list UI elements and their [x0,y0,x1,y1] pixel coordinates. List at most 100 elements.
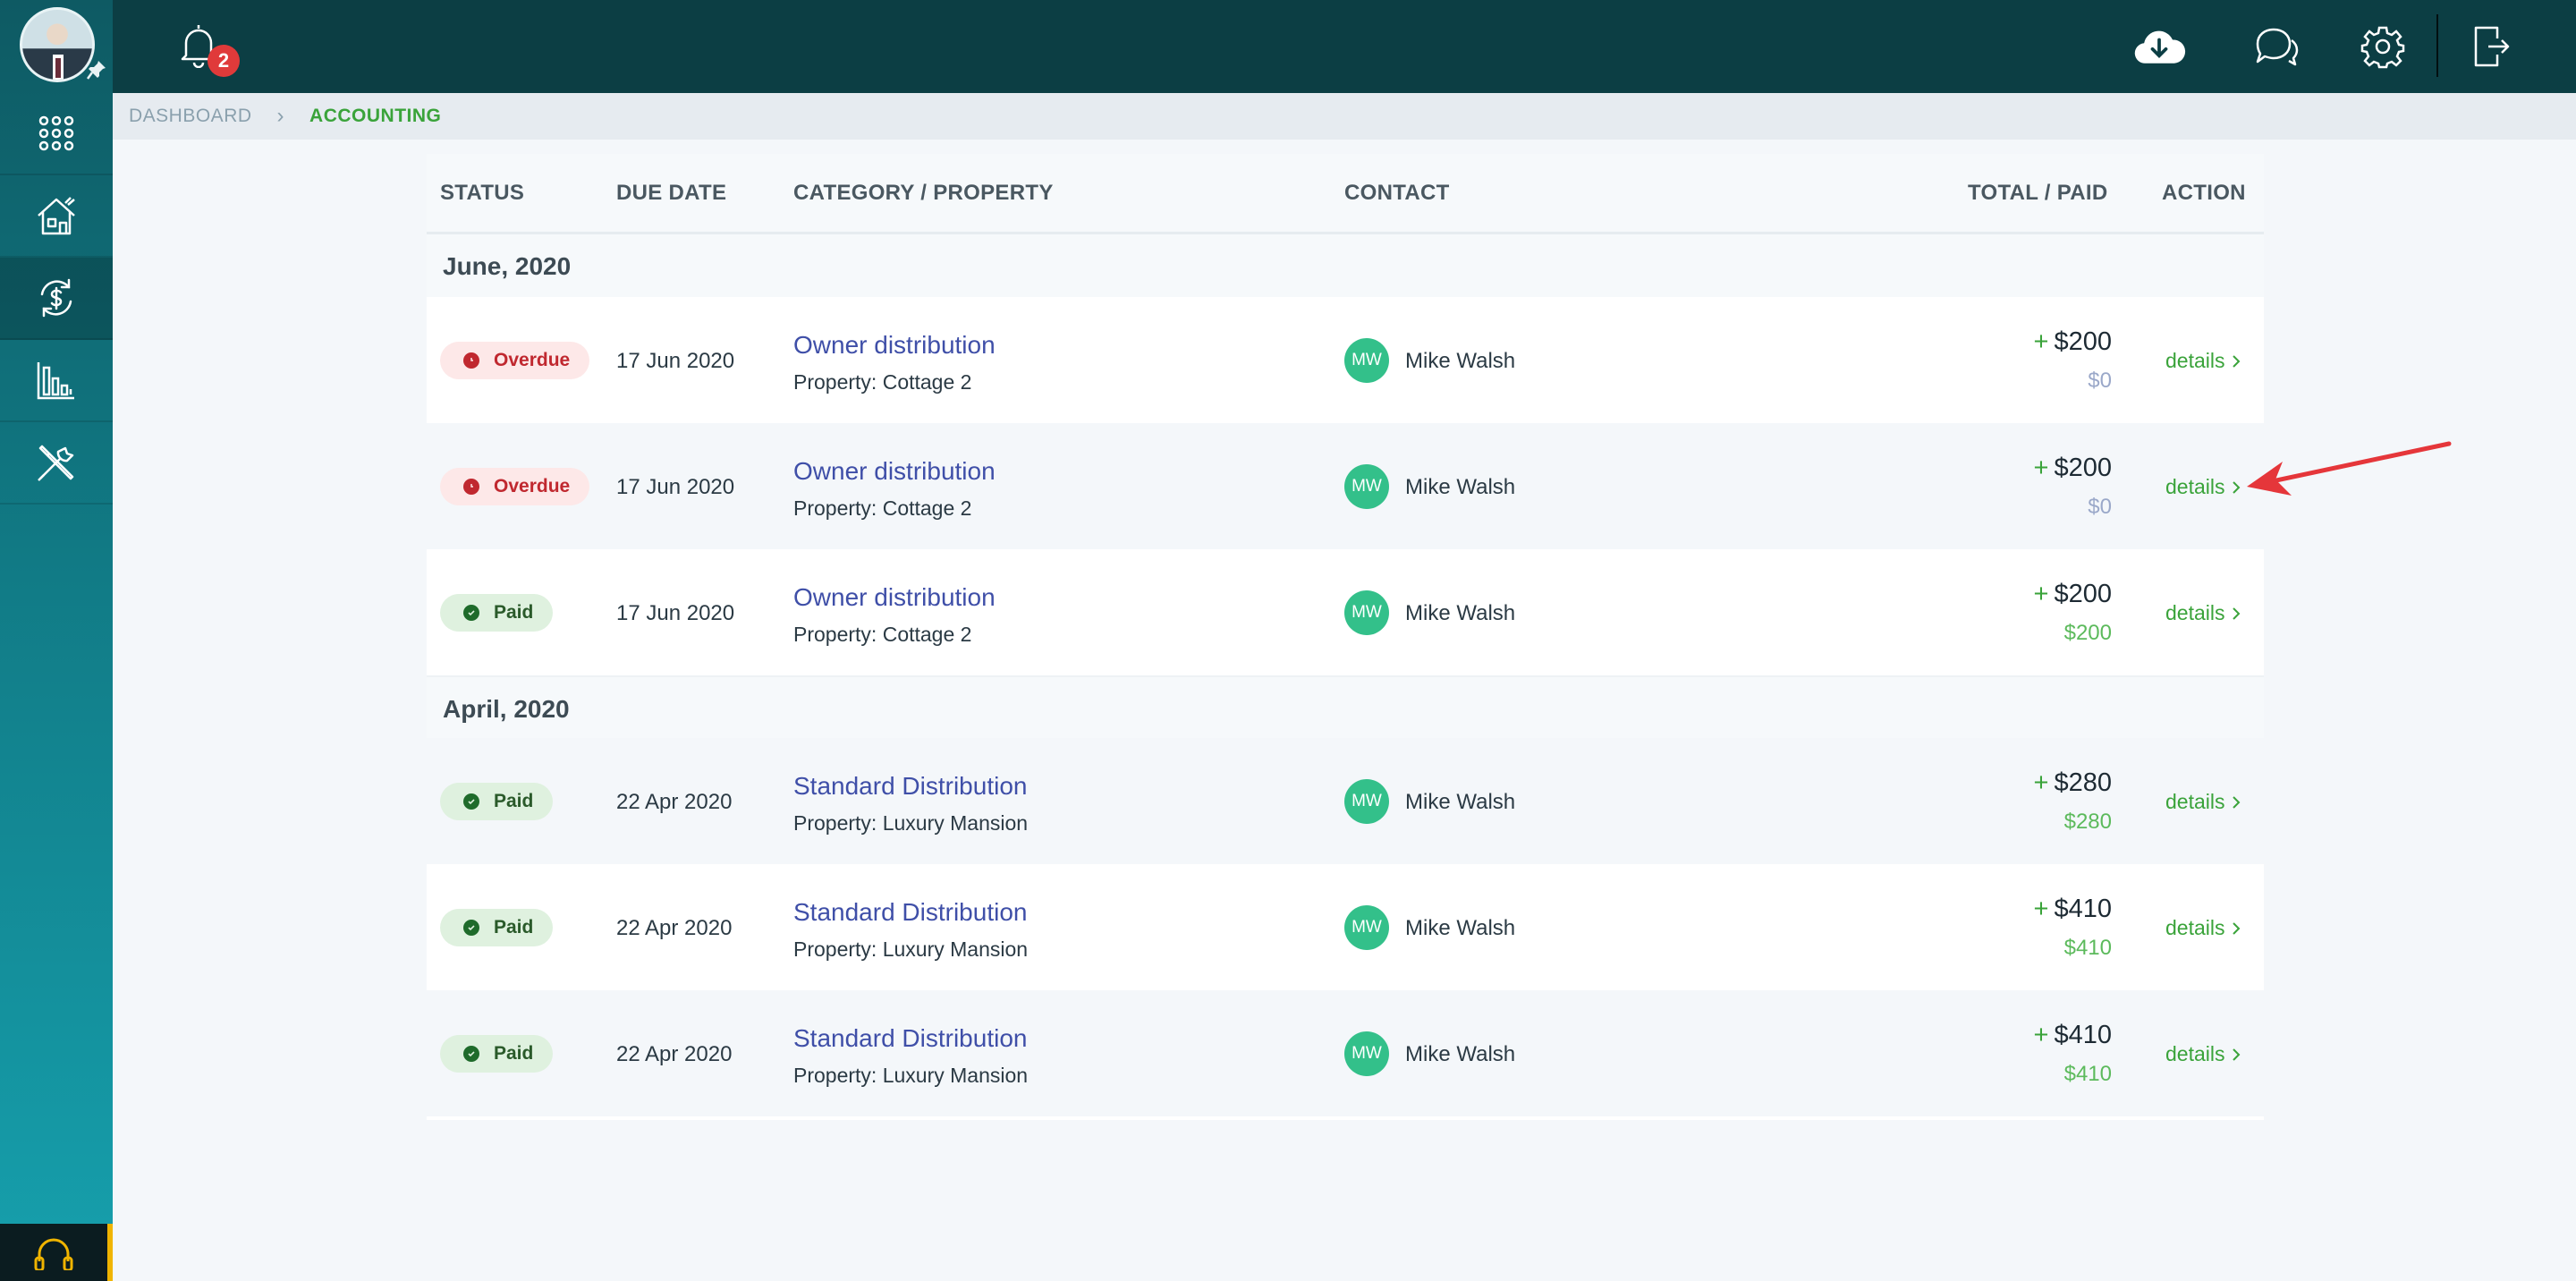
accounting-icon [40,278,72,318]
sidebar-item-tools[interactable] [0,422,113,505]
category-link[interactable]: Owner distribution [793,457,996,485]
total-value: $410 [2054,895,2112,923]
table-row: Paid 22 Apr 2020 Standard Distribution P… [427,864,2264,990]
details-link[interactable]: details [2165,349,2241,373]
sidebar-item-properties[interactable] [0,175,113,258]
category-link[interactable]: Owner distribution [793,583,996,611]
logout-button[interactable] [2465,21,2519,72]
total-amount: + $410 [2034,1021,2112,1050]
group-label: June, 2020 [443,252,572,280]
table-row: Overdue 17 Jun 2020 Owner distribution P… [427,423,2264,549]
plus-sign: + [2033,768,2049,797]
check-icon [463,920,479,936]
details-link[interactable]: details [2165,790,2241,814]
table-row: Paid 22 Apr 2020 Standard Distribution P… [427,738,2264,864]
table-row: Paid 17 Jun 2020 Owner distribution Prop… [427,549,2264,675]
paid-amount: $200 [2063,621,2112,645]
check-icon [463,605,479,621]
details-link[interactable]: details [2165,475,2241,499]
sidebar-item-accounting[interactable] [0,258,113,340]
header-status: STATUS [440,181,525,205]
chevron-right-icon [2233,795,2241,809]
chevron-right-icon: › [276,104,285,128]
property-label: Property: Cottage 2 [793,623,972,646]
category-link[interactable]: Owner distribution [793,331,996,359]
status-label: Paid [494,791,534,811]
contact-avatar: MW [1344,590,1389,635]
contact-avatar: MW [1344,905,1389,950]
due-date: 22 Apr 2020 [616,1042,733,1066]
table-row: Overdue 17 Jun 2020 Owner distribution P… [427,297,2264,423]
category-link[interactable]: Standard Distribution [793,898,1028,926]
contact-name: Mike Walsh [1405,916,1516,940]
top-bar: 2 [113,0,2576,93]
total-value: $200 [2054,454,2112,482]
cloud-download-icon [2134,30,2186,64]
chevron-right-icon [2233,921,2241,935]
plus-sign: + [2033,1021,2049,1049]
due-date: 17 Jun 2020 [616,601,735,625]
status-label: Overdue [494,350,571,370]
category-link[interactable]: Standard Distribution [793,772,1028,800]
paid-amount: $0 [2088,495,2112,519]
details-label: details [2165,1042,2225,1065]
breadcrumb-accounting: ACCOUNTING [309,106,442,126]
check-icon [463,1046,479,1062]
total-amount: + $280 [2034,768,2112,798]
property-label: Property: Cottage 2 [793,370,972,394]
pin-icon[interactable] [86,59,107,81]
status-badge: Overdue [440,468,590,505]
clock-icon [463,352,479,369]
paid-amount: $0 [2088,369,2112,393]
house-icon [38,197,75,235]
header-action: ACTION [2162,181,2246,205]
contact-avatar: MW [1344,1031,1389,1076]
total-value: $200 [2054,327,2112,356]
contact-name: Mike Walsh [1405,790,1516,814]
details-link[interactable]: details [2165,916,2241,940]
contact-name: Mike Walsh [1405,475,1516,499]
due-date: 17 Jun 2020 [616,349,735,373]
sidebar-item-reports[interactable] [0,340,113,422]
details-link[interactable]: details [2165,1042,2241,1066]
contact-avatar: MW [1344,464,1389,509]
clock-icon [463,479,479,495]
group-header: June, 2020 [427,234,2264,297]
paid-amount: $280 [2063,810,2112,834]
status-label: Overdue [494,476,571,496]
chevron-right-icon [2233,607,2241,620]
plus-sign: + [2033,580,2049,608]
plus-sign: + [2033,895,2049,923]
support-button[interactable] [0,1224,113,1281]
header-total: TOTAL / PAID [1968,181,2108,205]
category-link[interactable]: Standard Distribution [793,1024,1028,1052]
annotation-arrow-icon [2247,441,2452,496]
total-amount: + $200 [2034,580,2112,609]
due-date: 22 Apr 2020 [616,916,733,940]
details-label: details [2165,916,2225,939]
download-button[interactable] [2132,21,2186,72]
headset-icon [34,1238,73,1270]
settings-button[interactable] [2356,21,2410,72]
logout-icon [2474,26,2510,67]
property-label: Property: Luxury Mansion [793,1064,1029,1087]
sidebar-item-apps[interactable] [0,93,113,175]
status-badge: Paid [440,909,554,946]
due-date: 17 Jun 2020 [616,475,735,499]
details-link[interactable]: details [2165,601,2241,625]
bell-icon[interactable] [175,21,222,68]
messages-button[interactable] [2249,21,2302,72]
total-value: $280 [2054,768,2112,797]
grid-icon [38,115,74,151]
avatar[interactable] [20,7,95,82]
reports-icon [37,362,74,400]
header-category: CATEGORY / PROPERTY [793,181,1054,205]
property-label: Property: Cottage 2 [793,496,972,520]
contact-avatar: MW [1344,779,1389,824]
status-badge: Paid [440,594,554,632]
details-label: details [2165,790,2225,813]
details-label: details [2165,349,2225,372]
details-label: details [2165,475,2225,498]
breadcrumb: DASHBOARD › ACCOUNTING [113,93,2576,140]
breadcrumb-dashboard[interactable]: DASHBOARD [129,106,252,126]
